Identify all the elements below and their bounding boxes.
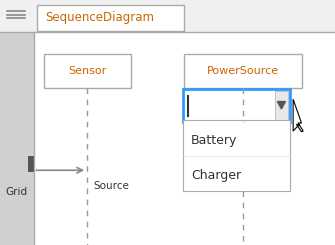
- Text: Sensor: Sensor: [68, 66, 106, 76]
- Polygon shape: [293, 99, 303, 132]
- Bar: [0, 0, 335, 32]
- Bar: [275, 91, 288, 121]
- FancyBboxPatch shape: [37, 5, 184, 31]
- Text: Source: Source: [94, 181, 130, 191]
- Bar: [183, 89, 290, 122]
- Bar: [0, 32, 34, 245]
- Text: Grid: Grid: [6, 187, 28, 197]
- Bar: [28, 156, 35, 171]
- Bar: [184, 54, 302, 88]
- Text: PowerSource: PowerSource: [207, 66, 279, 76]
- Polygon shape: [277, 101, 285, 109]
- Bar: [183, 120, 290, 191]
- Text: Charger: Charger: [191, 169, 241, 182]
- Text: Battery: Battery: [191, 134, 237, 147]
- Text: SequenceDiagram: SequenceDiagram: [45, 11, 154, 24]
- Bar: [34, 32, 335, 245]
- Bar: [44, 54, 131, 88]
